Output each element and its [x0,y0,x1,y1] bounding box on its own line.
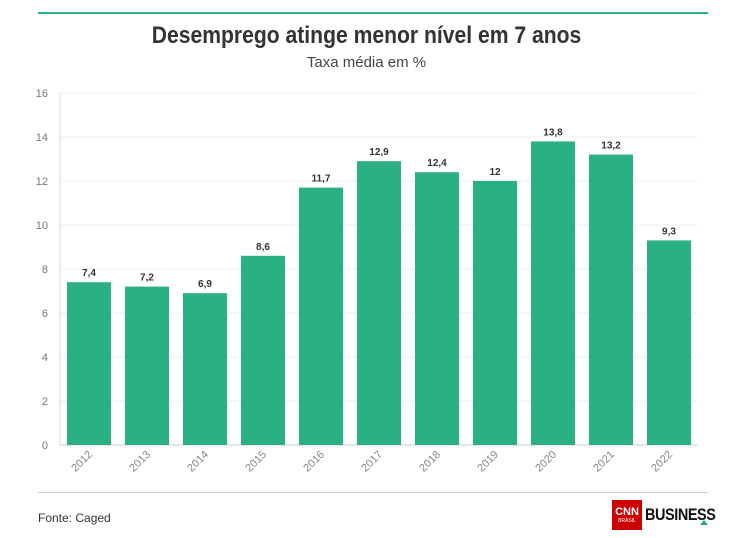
bar [530,141,576,445]
source-note: Fonte: Caged [38,511,111,525]
bar [414,172,460,445]
bar [124,286,170,445]
bar [356,161,402,445]
x-tick-label: 2013 [127,449,153,475]
y-tick-label: 16 [36,88,48,100]
top-rule [38,12,708,14]
x-tick-label: 2021 [591,449,617,475]
y-tick-label: 12 [36,176,48,188]
data-label: 6,9 [198,279,212,290]
y-tick-label: 14 [36,132,48,144]
logo-triangle-icon [700,520,708,525]
y-tick-label: 6 [42,308,48,320]
bar [240,255,286,445]
logo-business-text: BUSINESS [645,505,716,524]
x-tick-label: 2016 [301,449,327,475]
cnn-logo-mark: CNN BRASIL [612,500,642,530]
cnn-business-logo: CNN BRASIL BUSINESS [612,500,728,530]
x-tick-label: 2014 [185,449,211,475]
y-tick-label: 4 [42,352,48,364]
y-tick-label: 10 [36,220,48,232]
x-tick-label: 2020 [533,449,559,475]
y-tick-label: 8 [42,264,48,276]
x-tick-label: 2015 [243,449,269,475]
x-tick-label: 2012 [69,449,95,475]
bar [646,240,692,445]
data-label: 11,7 [312,174,331,185]
bar [472,181,518,445]
data-label: 12 [489,167,501,178]
x-tick-label: 2017 [359,449,385,475]
chart-subtitle: Taxa média em % [306,54,427,71]
bar [66,282,112,445]
bar [588,154,634,445]
x-tick-label: 2022 [649,449,675,475]
data-label: 12,4 [427,158,447,169]
bar [182,293,228,445]
data-label: 12,9 [369,147,389,158]
x-tick-label: 2018 [417,449,443,475]
logo-mark-subtext: BRASIL [618,517,636,524]
data-label: 7,2 [140,273,154,284]
bar [298,187,344,445]
y-tick-label: 0 [42,440,48,452]
data-label: 8,6 [256,242,270,253]
data-label: 13,2 [601,141,621,152]
logo-mark-text: CNN [615,505,639,518]
data-label: 9,3 [662,226,676,237]
data-label: 13,8 [543,127,563,138]
x-tick-label: 2019 [475,449,501,475]
chart-title: Desemprego atinge menor nível em 7 anos [151,22,582,49]
bottom-rule [38,492,708,493]
data-label: 7,4 [82,268,96,279]
y-tick-label: 2 [42,396,48,408]
